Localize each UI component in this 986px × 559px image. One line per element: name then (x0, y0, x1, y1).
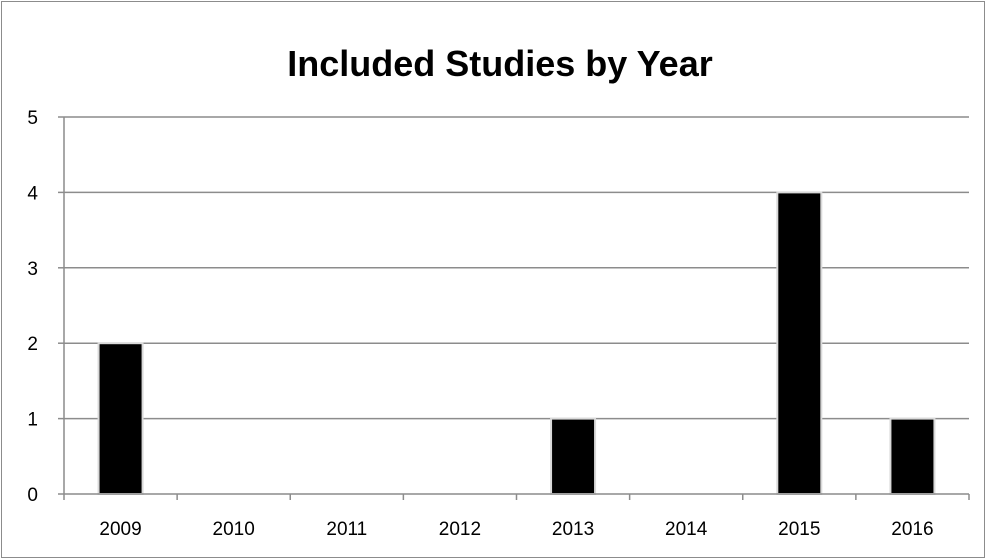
x-tick-label: 2010 (213, 519, 255, 540)
bars (97, 191, 936, 496)
x-tick-label: 2011 (326, 519, 367, 540)
bar-2015 (776, 191, 823, 495)
x-tick-label: 2013 (552, 519, 594, 540)
bar-2009 (97, 342, 144, 496)
y-tick-label: 0 (27, 485, 38, 506)
x-tick-label: 2009 (99, 519, 141, 540)
chart-title: Included Studies by Year (287, 43, 712, 84)
bar-2013 (550, 417, 597, 496)
y-tick-labels: 0 1 2 3 4 5 (27, 108, 38, 506)
y-tick-label: 2 (27, 334, 38, 355)
y-tick-label: 3 (27, 259, 38, 280)
bar-2016 (889, 417, 936, 496)
x-tick-label: 2016 (891, 519, 933, 540)
axes (58, 116, 970, 500)
x-tick-labels: 2009 2010 2011 2012 2013 2014 2015 2016 (99, 519, 933, 540)
y-tick-label: 1 (27, 410, 38, 431)
x-tick-label: 2014 (665, 519, 708, 540)
x-tick-label: 2015 (778, 519, 820, 540)
gridlines (64, 116, 969, 420)
y-tick-label: 4 (27, 183, 38, 204)
x-tick-label: 2012 (439, 519, 481, 540)
y-tick-label: 5 (27, 108, 38, 129)
